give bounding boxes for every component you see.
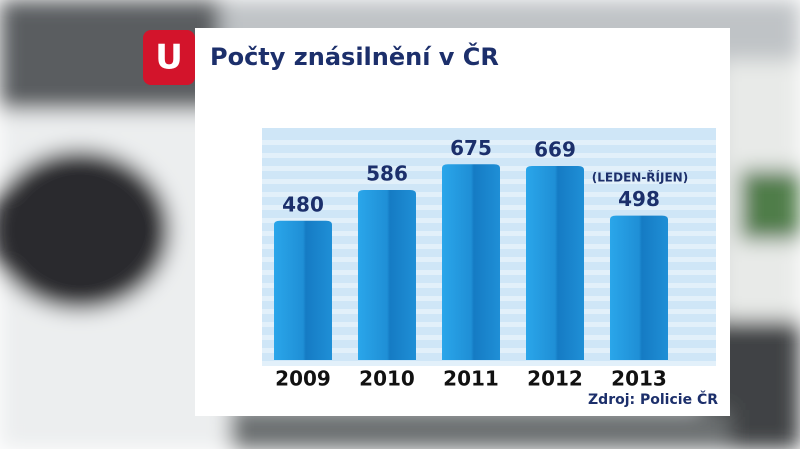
x-tick-label: 2012 (527, 367, 583, 391)
value-label: 498 (618, 187, 660, 211)
x-tick-label: 2011 (443, 367, 499, 391)
logo: U (155, 38, 183, 78)
x-tick-label: 2009 (275, 367, 331, 391)
chart-title: Počty znásilnění v ČR (210, 41, 499, 71)
value-label: 675 (450, 136, 492, 160)
source: Zdroj: Policie ČR (588, 390, 718, 408)
value-label: 669 (534, 137, 576, 161)
stripe (262, 153, 716, 158)
bar (442, 164, 500, 360)
stripe (262, 361, 716, 366)
annotation: (LEDEN-ŘÍJEN) (592, 170, 688, 185)
stripe (262, 140, 716, 145)
value-label: 586 (366, 162, 408, 186)
bar (526, 165, 584, 360)
logo-box (143, 30, 195, 85)
value-label: 480 (282, 192, 324, 216)
bar (274, 220, 332, 360)
bar (610, 215, 668, 360)
x-tick-label: 2010 (359, 367, 415, 391)
bar (358, 190, 416, 360)
x-tick-label: 2013 (611, 367, 667, 391)
